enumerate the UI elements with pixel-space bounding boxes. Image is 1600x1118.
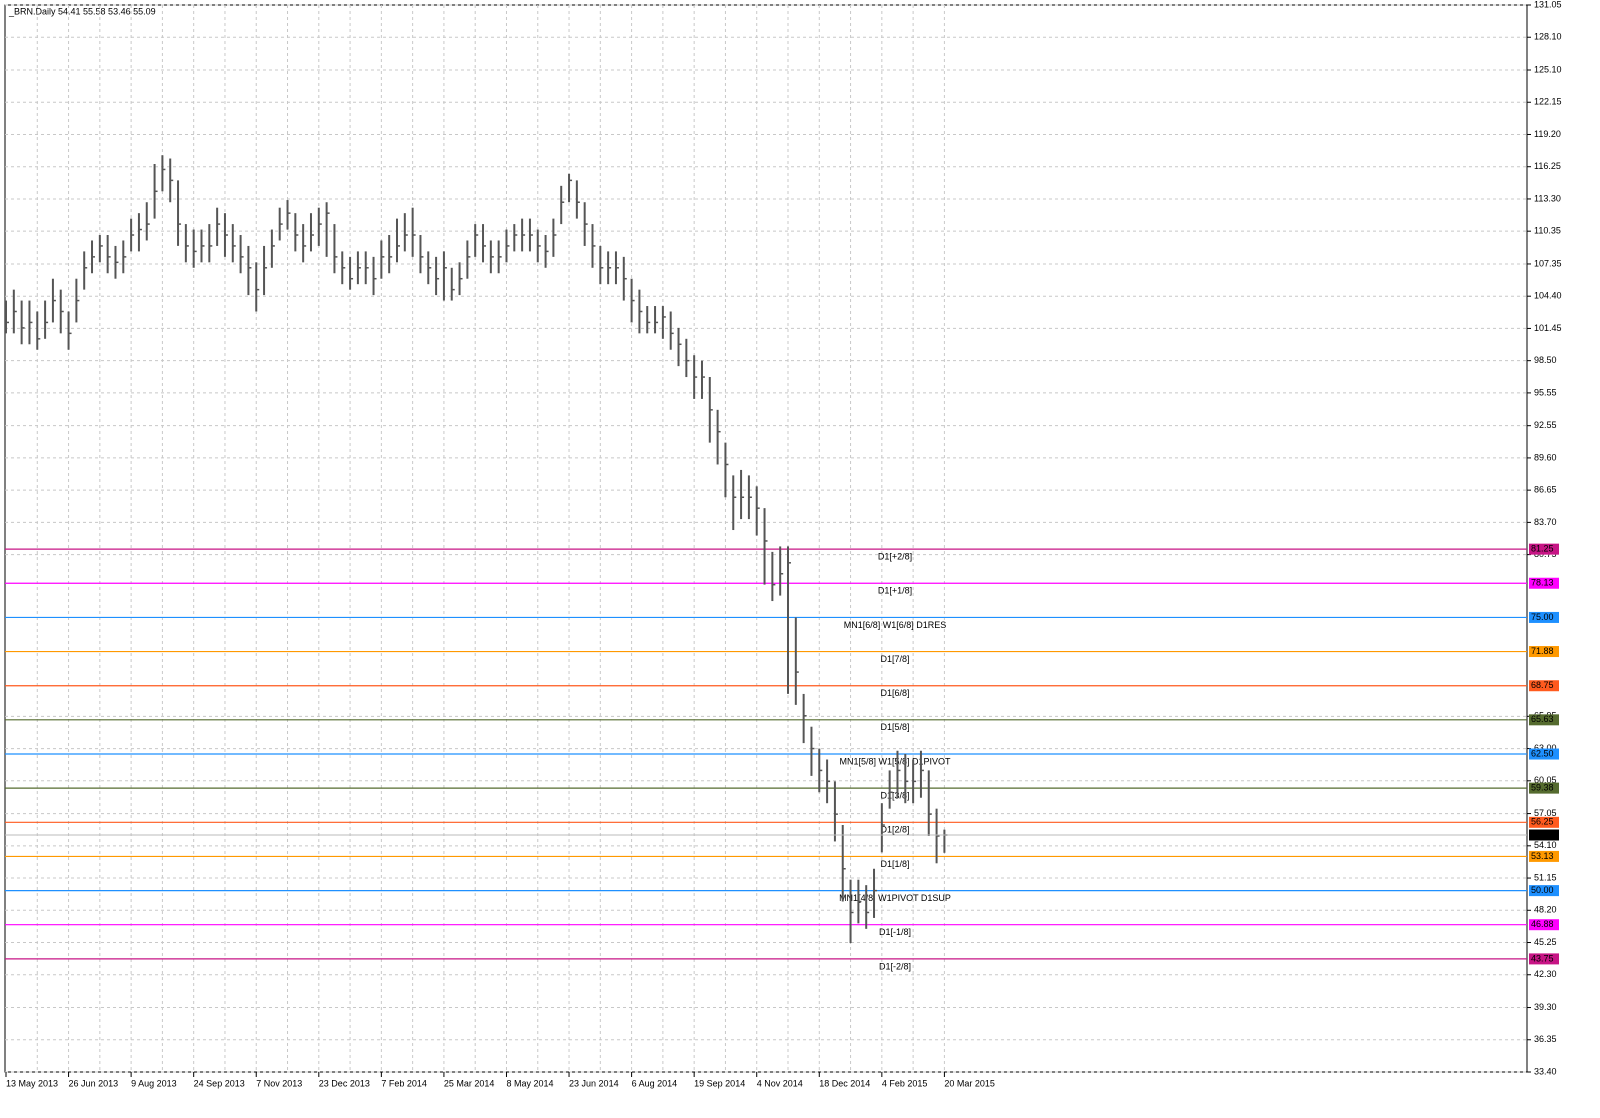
level-price-label: 62.50 [1531,748,1554,758]
level-price-label: 78.13 [1531,578,1554,588]
level-name: D1[2/8] [880,825,909,835]
level-name: D1[7/8] [880,654,909,664]
level-price-box [1529,885,1559,897]
plot-frame [4,4,1528,1073]
y-tick-label: 104.40 [1534,291,1562,301]
y-tick-label: 128.10 [1534,32,1562,42]
x-tick-label: 7 Feb 2014 [381,1078,427,1088]
level-name: D1[1/8] [880,859,909,869]
y-tick-label: 122.15 [1534,97,1562,107]
y-tick-label: 83.70 [1534,517,1557,527]
level-price-box [1529,714,1559,726]
level-price-box [1529,850,1559,862]
x-tick-label: 23 Dec 2013 [319,1078,370,1088]
level-price-box [1529,646,1559,658]
level-name: D1[-2/8] [879,961,911,971]
y-tick-label: 98.50 [1534,355,1557,365]
x-tick-label: 13 May 2013 [6,1078,58,1088]
x-tick-label: 23 Jun 2014 [569,1078,619,1088]
level-price-label: 43.75 [1531,953,1554,963]
level-price-label: 81.25 [1531,544,1554,554]
level-price-label: 75.00 [1531,612,1554,622]
x-tick-label: 19 Sep 2014 [694,1078,745,1088]
y-tick-label: 116.25 [1534,161,1561,171]
x-tick-label: 4 Feb 2015 [882,1078,928,1088]
y-tick-label: 60.05 [1534,775,1557,785]
y-tick-label: 131.05 [1534,0,1562,9]
level-price-label: 53.13 [1531,851,1554,861]
current-price-box [1529,829,1559,841]
level-name: D1[+2/8] [878,552,912,562]
y-tick-label: 95.55 [1534,387,1557,397]
y-tick-label: 107.35 [1534,258,1562,268]
level-price-label: 59.38 [1531,782,1554,792]
y-tick-label: 48.20 [1534,905,1557,915]
y-tick-label: 101.45 [1534,323,1562,333]
x-tick-label: 7 Nov 2013 [256,1078,302,1088]
level-price-label: 71.88 [1531,646,1554,656]
level-price-box [1529,953,1559,965]
level-price-box [1529,543,1559,555]
y-tick-label: 86.65 [1534,485,1557,495]
y-tick-label: 54.10 [1534,840,1557,850]
level-price-label: 50.00 [1531,885,1554,895]
level-name: D1[3/8] [880,790,909,800]
chart-title: _BRN.Daily 54.41 55.58 53.46 55.09 [8,6,156,16]
level-price-label: 56.25 [1531,817,1554,827]
y-tick-label: 45.25 [1534,937,1557,947]
level-price-box [1529,611,1559,623]
current-price-label: 55.09 [1531,829,1554,839]
y-tick-label: 63.00 [1534,743,1557,753]
x-tick-label: 25 Mar 2014 [444,1078,495,1088]
level-name: D1[5/8] [880,722,909,732]
level-price-label: 46.88 [1531,919,1554,929]
y-tick-label: 51.15 [1534,872,1557,882]
y-tick-label: 57.05 [1534,808,1557,818]
level-name: MN1[5/8] W1[5/8] D1PIVOT [839,756,951,766]
y-tick-label: 36.35 [1534,1034,1557,1044]
y-tick-label: 89.60 [1534,452,1557,462]
y-tick-label: 33.40 [1534,1066,1557,1076]
level-name: D1[6/8] [880,688,909,698]
y-tick-label: 119.20 [1534,129,1561,139]
x-tick-label: 24 Sep 2013 [194,1078,245,1088]
y-tick-label: 39.30 [1534,1002,1557,1012]
x-tick-label: 8 May 2014 [506,1078,553,1088]
x-tick-label: 4 Nov 2014 [757,1078,803,1088]
level-name: D1[+1/8] [878,586,912,596]
level-name: MN1[6/8] W1[6/8] D1RES [844,620,947,630]
level-price-label: 68.75 [1531,680,1554,690]
x-tick-label: 9 Aug 2013 [131,1078,177,1088]
level-price-box [1529,748,1559,760]
level-price-box [1529,577,1559,589]
level-price-box [1529,816,1559,828]
level-price-box [1529,919,1559,931]
level-name: MN1[4/8] W1PIVOT D1SUP [839,893,951,903]
y-tick-label: 92.55 [1534,420,1557,430]
y-tick-label: 125.10 [1534,64,1562,74]
x-tick-label: 20 Mar 2015 [944,1078,995,1088]
level-price-box [1529,680,1559,692]
x-tick-label: 18 Dec 2014 [819,1078,870,1088]
y-tick-label: 42.30 [1534,969,1557,979]
y-tick-label: 110.35 [1534,226,1561,236]
level-name: D1[-1/8] [879,927,911,937]
level-price-label: 65.63 [1531,714,1554,724]
level-price-box [1529,782,1559,794]
x-tick-label: 26 Jun 2013 [69,1078,119,1088]
x-tick-label: 6 Aug 2014 [632,1078,678,1088]
y-tick-label: 113.30 [1534,193,1561,203]
